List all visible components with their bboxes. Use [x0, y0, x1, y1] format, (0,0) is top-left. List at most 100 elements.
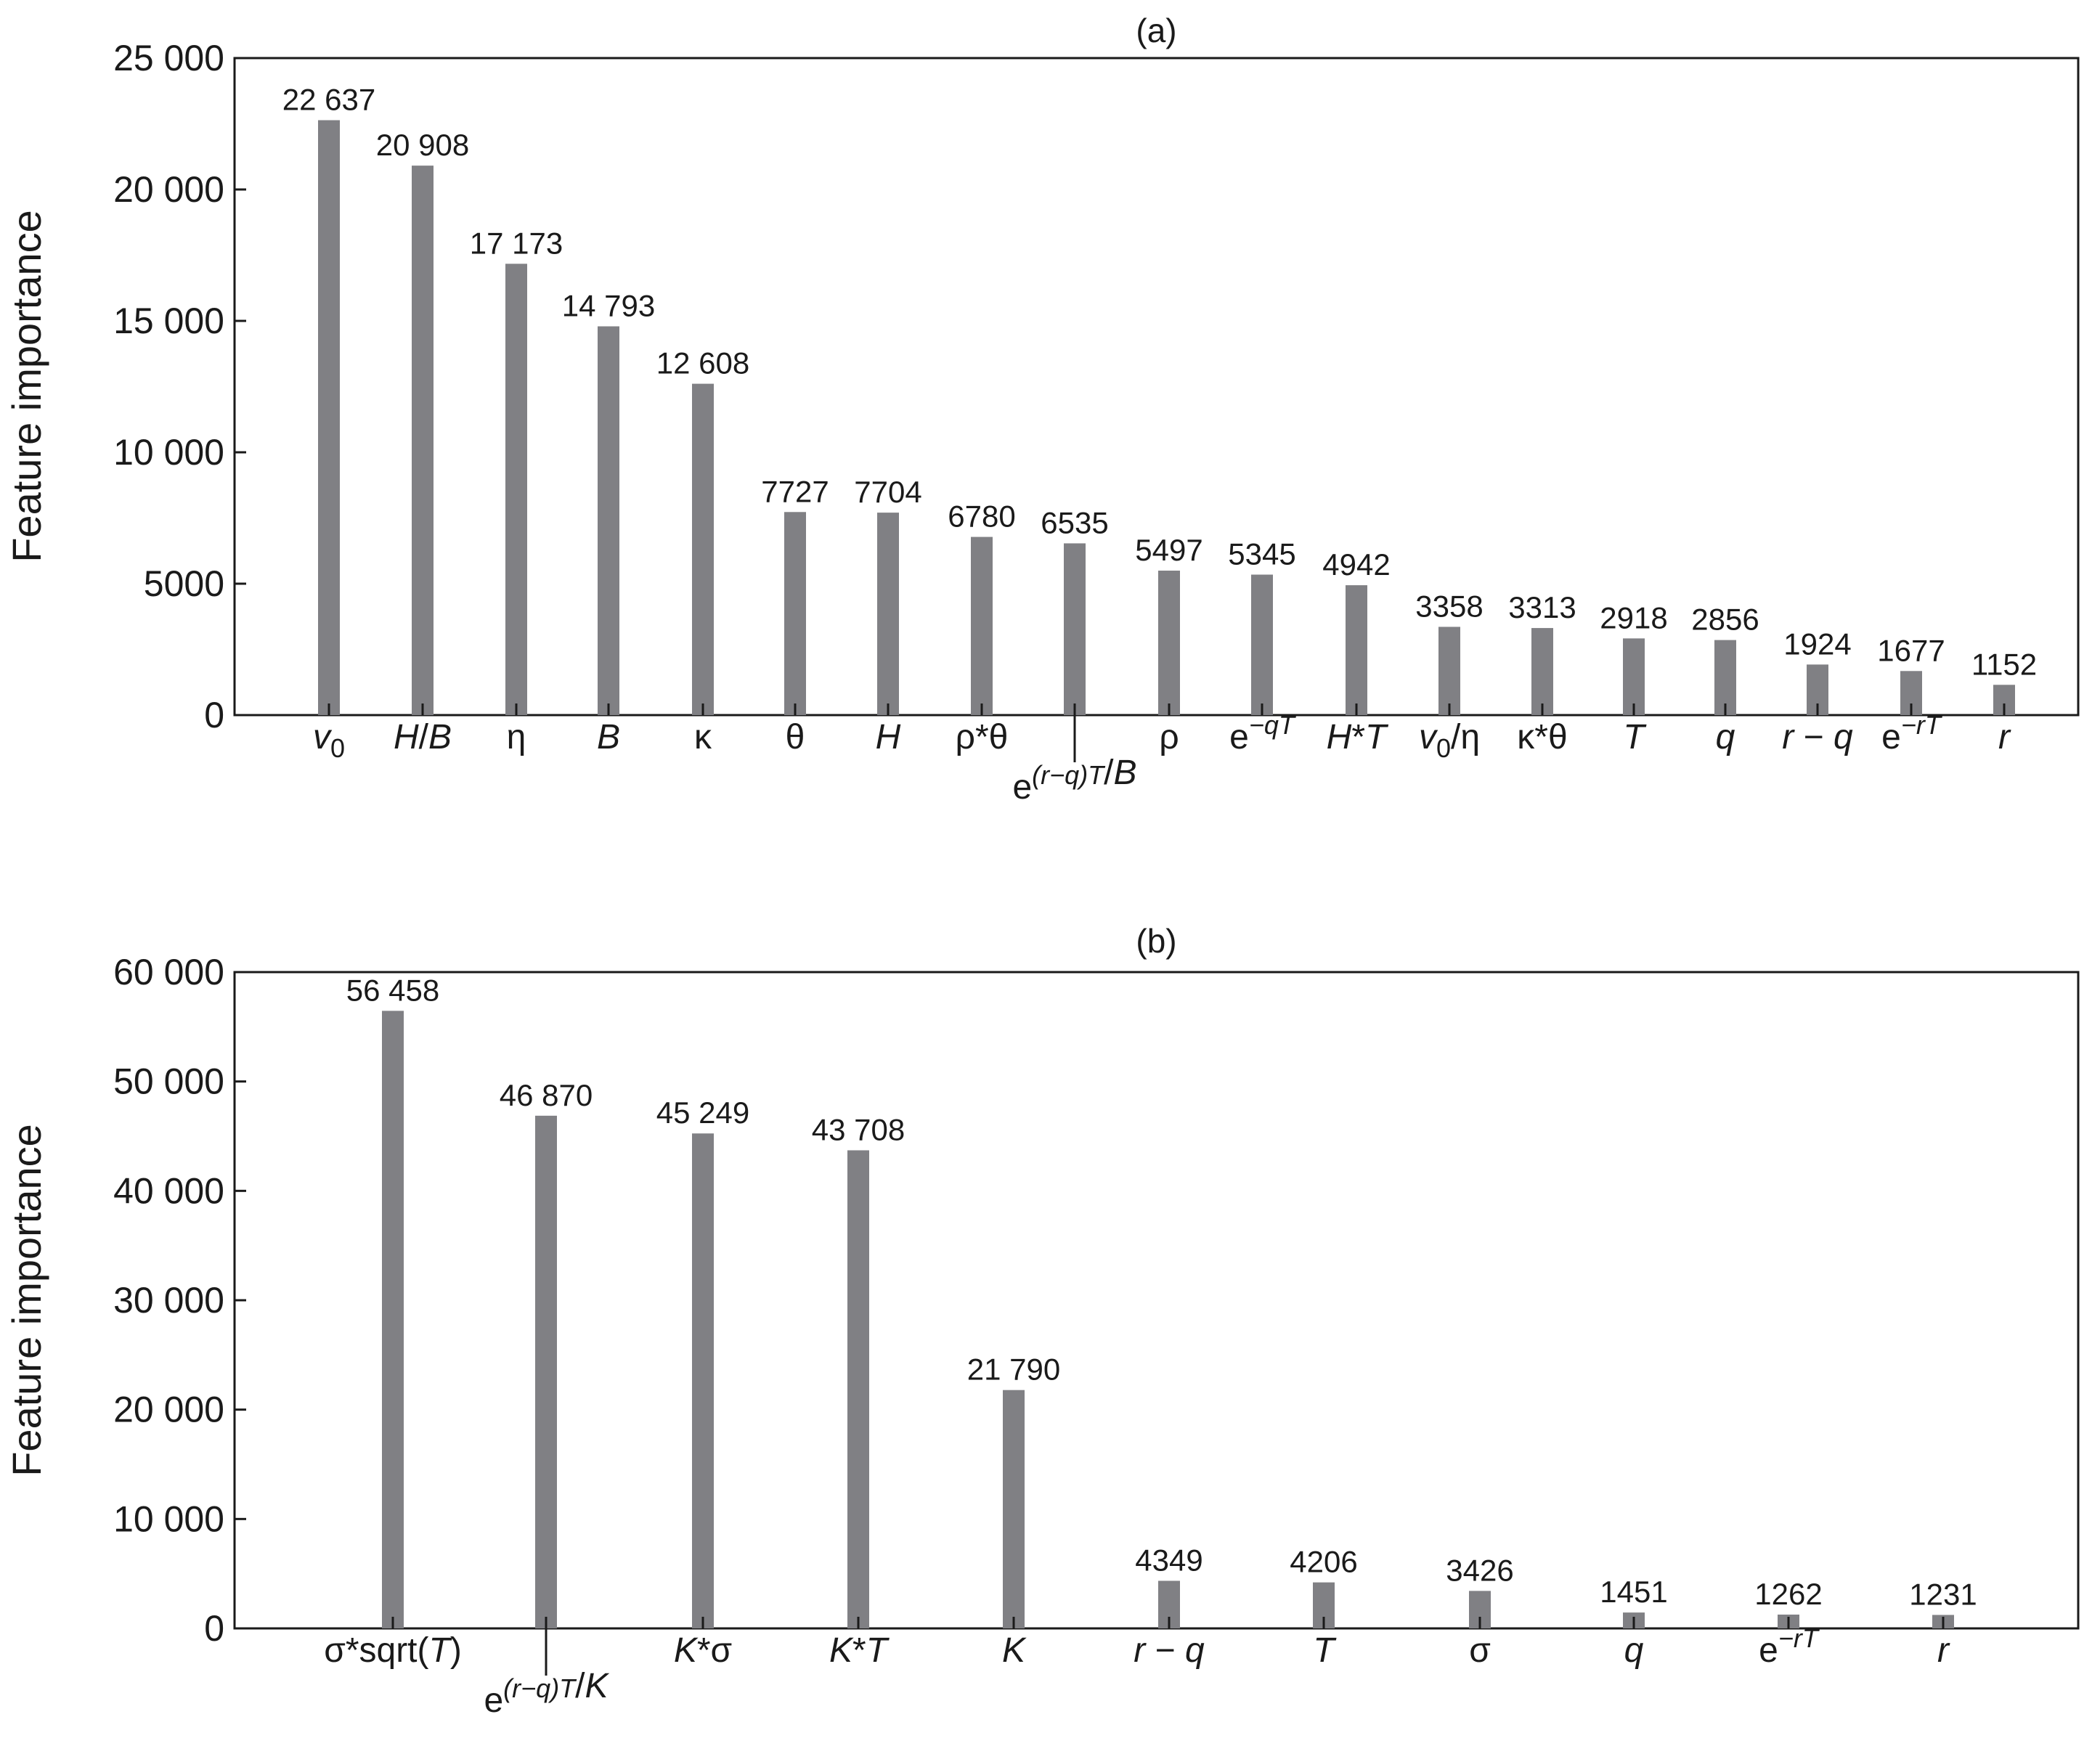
chart-title: (a)	[1136, 12, 1176, 49]
chart-panel-a: (a) Feature importance 0 5000 10 000 15 000 20…	[4, 12, 2080, 807]
bar	[784, 512, 806, 715]
category-label: B	[597, 718, 620, 756]
category-label: q	[1716, 718, 1735, 756]
bar	[1623, 638, 1645, 715]
category-label: T	[1623, 718, 1647, 756]
bar	[1531, 628, 1553, 715]
bar-value-label: 21 790	[967, 1353, 1060, 1387]
bar-value-label: 56 458	[346, 973, 439, 1007]
bar-value-label: 1231	[1909, 1577, 1977, 1611]
bar-value-label: 4942	[1322, 547, 1390, 582]
bar-value-label: 20 908	[376, 128, 469, 162]
bar	[1714, 640, 1736, 715]
bar-value-label: 22 637	[282, 83, 375, 117]
bar-value-label: 2856	[1691, 603, 1759, 637]
bar-value-label: 6535	[1041, 505, 1108, 539]
category-label: θ	[786, 718, 805, 756]
category-label: σ*sqrt(T)	[324, 1631, 462, 1670]
y-tick-label: 60 000	[113, 952, 224, 992]
category-label: ρ*θ	[956, 718, 1009, 756]
y-tick-label: 20 000	[113, 1390, 224, 1430]
category-label: K	[1002, 1631, 1027, 1670]
bar-value-label: 3313	[1508, 590, 1576, 624]
bar-value-label: 1262	[1754, 1577, 1822, 1611]
bar	[877, 513, 899, 715]
category-label: K*T	[829, 1631, 890, 1670]
y-axis-label: Feature importance	[4, 210, 49, 563]
bar	[1251, 574, 1273, 715]
y-tick-label: 5000	[144, 563, 224, 604]
bar	[847, 1150, 869, 1628]
bar-value-label: 43 708	[812, 1112, 905, 1146]
chart-panel-b: (b) Feature importance 0 10 000 20 000 30 000…	[4, 922, 2080, 1720]
y-tick-label: 25 000	[113, 38, 224, 78]
category-label: κ	[694, 718, 712, 756]
plot-frame	[233, 57, 2080, 717]
bar	[1064, 543, 1086, 715]
y-tick-label: 20 000	[113, 169, 224, 210]
category-label: r	[1937, 1631, 1950, 1670]
category-label: e−rT	[1759, 1623, 1820, 1670]
bar	[535, 1115, 557, 1628]
bar-value-label: 7704	[854, 475, 921, 509]
category-label: K*σ	[674, 1631, 732, 1670]
plot-frame	[233, 971, 2080, 1630]
bar-value-label: 46 870	[500, 1078, 593, 1112]
bar	[382, 1011, 404, 1628]
y-tick-label: 15 000	[113, 301, 224, 341]
y-tick-label: 50 000	[113, 1061, 224, 1102]
bar-value-label: 7727	[761, 474, 829, 508]
y-tick-label: 10 000	[113, 1498, 224, 1539]
category-label: q	[1624, 1631, 1644, 1670]
bar	[692, 1133, 714, 1628]
bar-value-label: 1451	[1600, 1575, 1667, 1609]
bar-value-label: 4206	[1290, 1545, 1357, 1579]
bar-value-label: 12 608	[656, 346, 749, 380]
y-tick-label: 40 000	[113, 1170, 224, 1211]
bar-value-label: 1677	[1877, 633, 1945, 667]
bar-value-label: 4349	[1135, 1543, 1202, 1577]
bar-value-label: 6780	[948, 499, 1015, 534]
y-tick-label: 0	[204, 1608, 224, 1649]
category-label: r − q	[1134, 1631, 1205, 1670]
category-label: H	[876, 718, 901, 756]
bar-value-label: 2918	[1600, 600, 1667, 635]
category-label: e(r−q)T/B	[1012, 754, 1136, 807]
category-label: v0/η	[1419, 718, 1480, 763]
bar	[1438, 627, 1460, 715]
bar-value-label: 17 173	[470, 226, 563, 260]
bar	[1158, 571, 1180, 715]
bar-value-label: 14 793	[562, 288, 655, 322]
bar-value-label: 1152	[1971, 647, 2037, 681]
category-label: e−rT	[1881, 710, 1943, 756]
bar-value-label: 45 249	[656, 1096, 749, 1130]
chart-title: (b)	[1136, 922, 1176, 960]
category-label: σ	[1469, 1631, 1491, 1670]
bar-value-label: 5497	[1135, 533, 1202, 567]
category-label: ρ	[1159, 718, 1179, 756]
bar	[598, 326, 619, 715]
bar	[1346, 585, 1367, 715]
bar-value-label: 3426	[1446, 1553, 1513, 1587]
category-label: T	[1313, 1631, 1337, 1670]
category-label: H/B	[394, 718, 452, 756]
bar-value-label: 1924	[1783, 627, 1851, 661]
category-label: e−qT	[1229, 710, 1297, 756]
bar	[318, 120, 340, 716]
category-label: e(r−q)T/K	[484, 1667, 609, 1720]
category-label: r − q	[1782, 718, 1853, 756]
bar-value-label: 3358	[1415, 589, 1483, 623]
y-axis-label: Feature importance	[4, 1124, 49, 1477]
category-label: v0	[313, 718, 345, 763]
y-tick-label: 0	[204, 695, 224, 735]
category-label: η	[507, 718, 526, 756]
y-tick-label: 10 000	[113, 432, 224, 473]
bar-value-label: 5345	[1228, 537, 1295, 571]
bar	[412, 166, 434, 716]
bar	[692, 383, 714, 715]
category-label: r	[1998, 718, 2011, 756]
category-label: H*T	[1327, 718, 1389, 756]
bar	[1003, 1390, 1025, 1628]
bar	[505, 264, 527, 715]
